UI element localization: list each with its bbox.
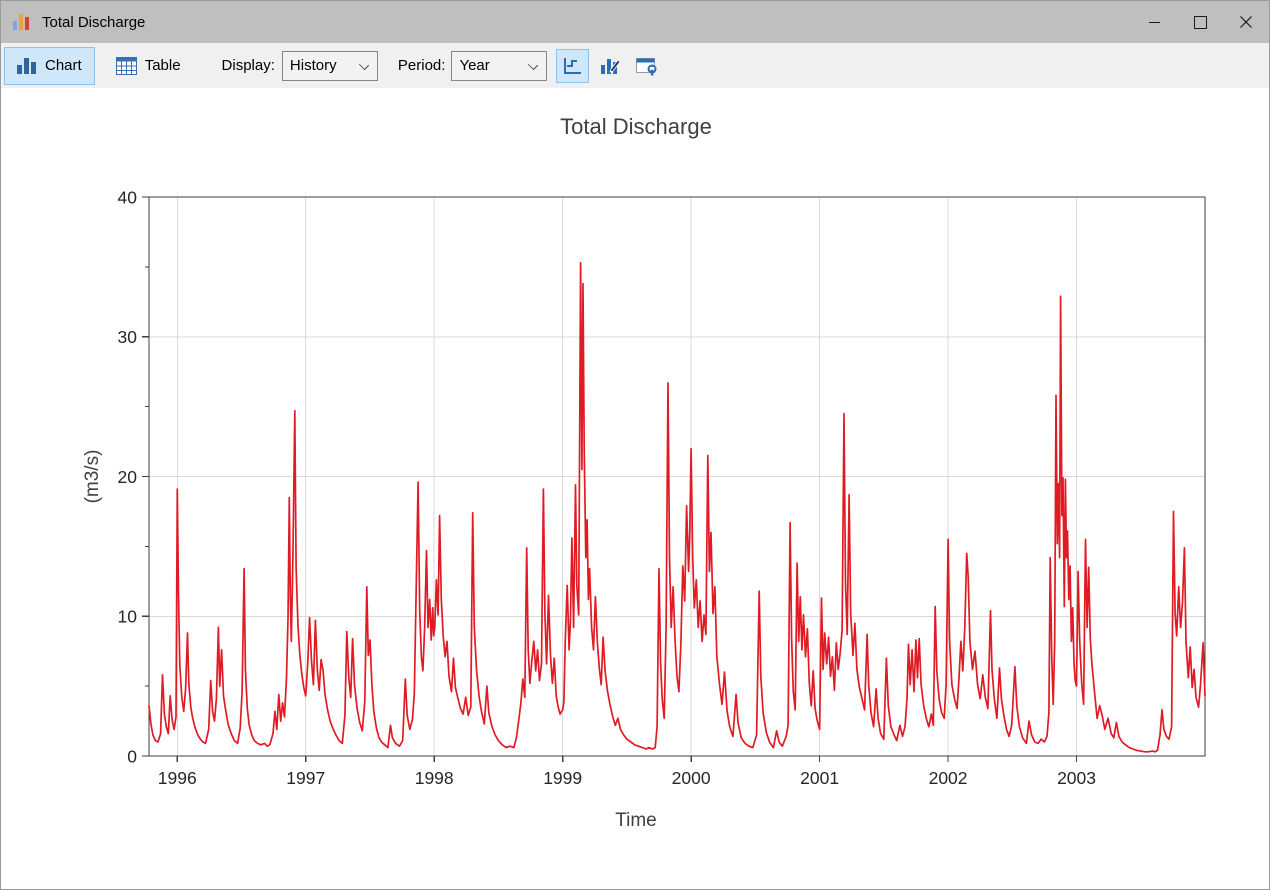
x-tick-label: 2003 <box>1057 768 1096 788</box>
chart-button-label: Chart <box>45 57 82 74</box>
maximize-icon <box>1194 16 1207 29</box>
titlebar: Total Discharge <box>1 1 1269 43</box>
x-tick-label: 1999 <box>543 768 582 788</box>
x-tick-label: 2001 <box>800 768 839 788</box>
x-tick-label: 1997 <box>286 768 325 788</box>
x-tick-label: 2002 <box>929 768 968 788</box>
table-button-label: Table <box>145 57 181 74</box>
chart-panel: Total Discharge 010203040199619971998199… <box>1 88 1270 890</box>
bar-chart-pencil-icon <box>599 56 621 76</box>
chevron-down-icon <box>528 59 538 69</box>
y-tick-label: 30 <box>118 327 138 347</box>
chart-view-button[interactable]: Chart <box>4 47 95 85</box>
series-line <box>149 263 1205 752</box>
discharge-time-series-chart: 0 10 20 30 40 1996 1997 1998 1999 2000 2001 2002 200… <box>1 88 1270 890</box>
step-line-axes-icon <box>562 56 584 76</box>
app-bar-chart-icon <box>12 12 32 32</box>
close-icon <box>1239 15 1253 29</box>
display-selected-value: History <box>290 57 337 74</box>
x-axis-label: Time <box>615 810 657 831</box>
chevron-down-icon <box>359 59 369 69</box>
close-button[interactable] <box>1223 2 1269 43</box>
window-title: Total Discharge <box>42 14 145 31</box>
x-tick-label: 2000 <box>672 768 711 788</box>
maximize-button[interactable] <box>1177 2 1223 43</box>
display-label: Display: <box>222 57 275 74</box>
toolbar: Chart Table Display: History Period: Yea… <box>1 43 1269 88</box>
y-tick-label: 0 <box>127 746 137 766</box>
period-selected-value: Year <box>459 57 489 74</box>
app-window: Total Discharge Chart Table Display: His… <box>0 0 1270 890</box>
table-grid-icon <box>116 57 137 75</box>
table-view-button[interactable]: Table <box>103 47 194 85</box>
y-axis-label: (m3/s) <box>82 450 103 504</box>
edit-chart-button[interactable] <box>593 49 626 83</box>
period-label: Period: <box>398 57 446 74</box>
display-select[interactable]: History <box>282 51 378 81</box>
minimize-button[interactable] <box>1131 2 1177 43</box>
y-tick-label: 40 <box>118 187 138 207</box>
bar-chart-icon <box>17 57 37 75</box>
x-tick-label: 1996 <box>158 768 197 788</box>
window-wrench-icon <box>635 56 658 76</box>
y-tick-label: 20 <box>118 467 138 487</box>
x-tick-label: 1998 <box>415 768 454 788</box>
step-line-toggle-button[interactable] <box>556 49 589 83</box>
minimize-icon <box>1149 22 1160 23</box>
chart-options-button[interactable] <box>630 49 663 83</box>
period-select[interactable]: Year <box>451 51 547 81</box>
y-tick-label: 10 <box>118 607 138 627</box>
